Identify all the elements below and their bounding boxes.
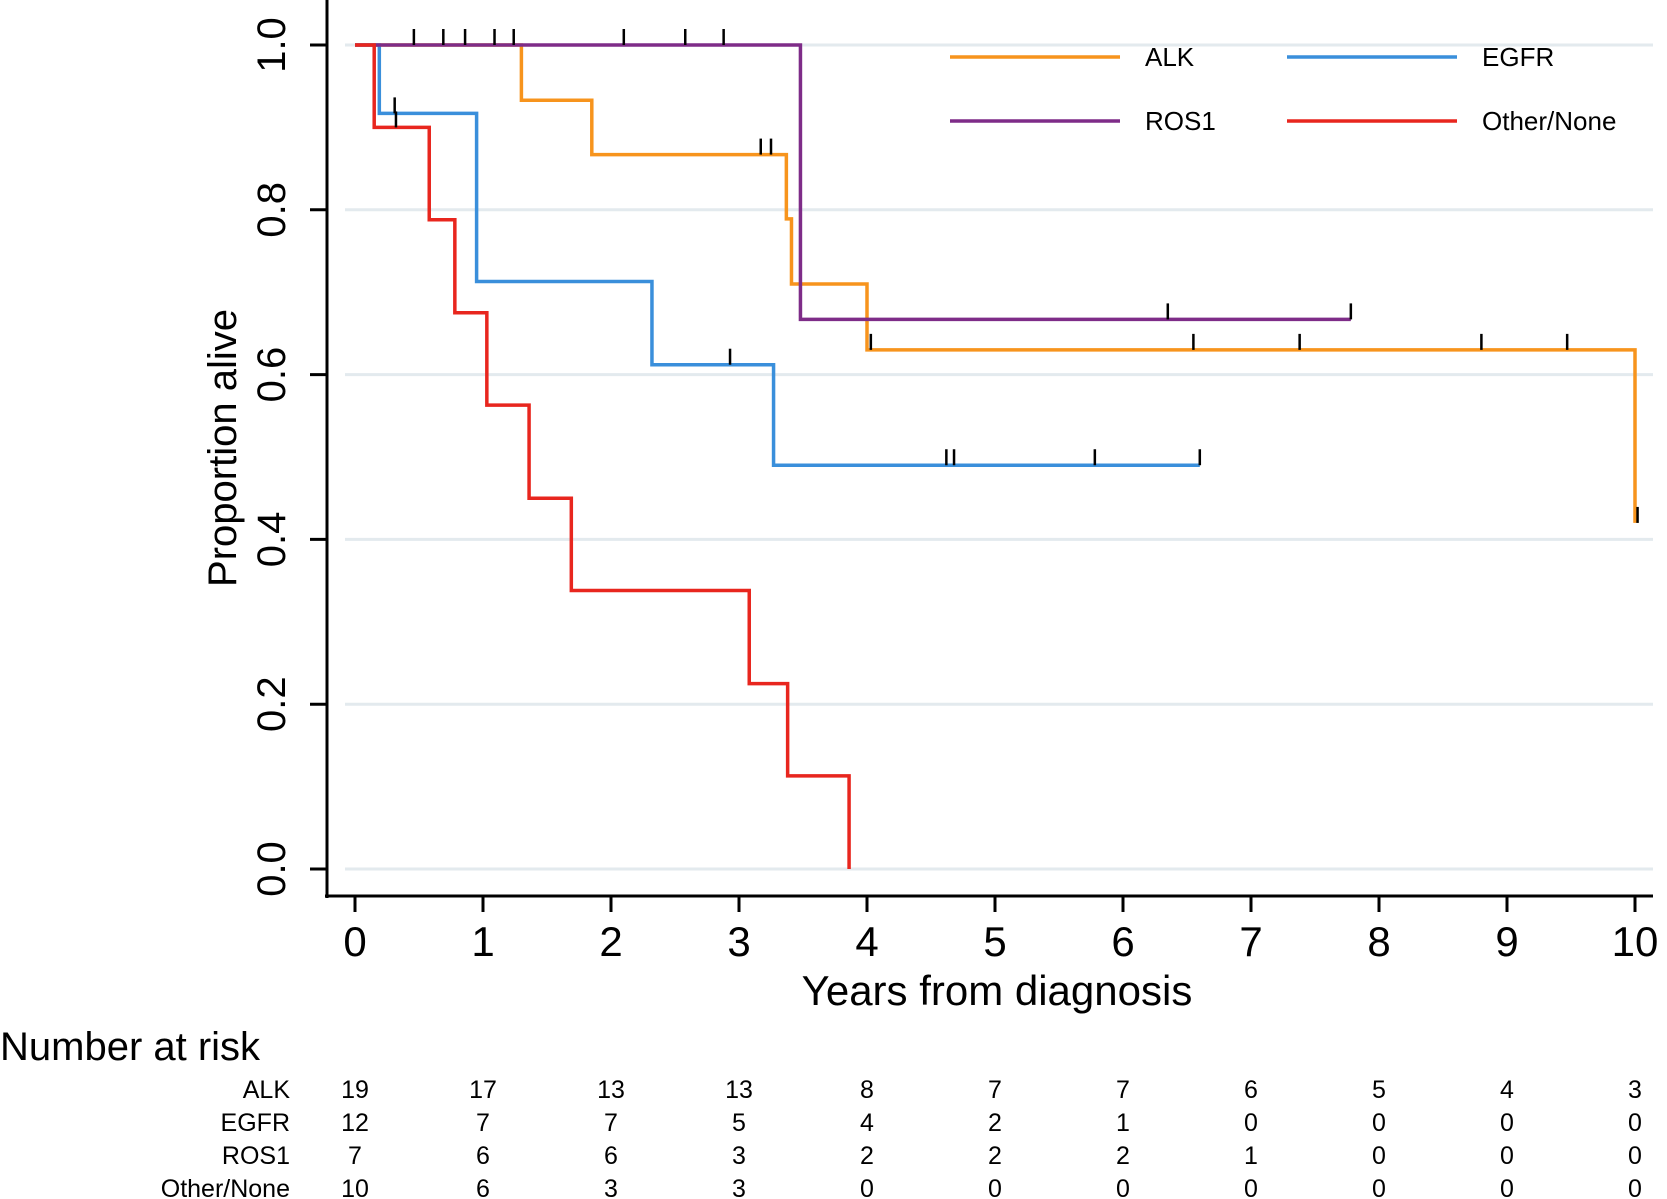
risk-cell: 0	[1500, 1175, 1514, 1199]
x-tick-label: 3	[727, 918, 750, 965]
risk-row-label: ALK	[243, 1076, 291, 1104]
risk-cell: 7	[476, 1109, 490, 1137]
risk-cell: 0	[1372, 1175, 1386, 1199]
x-tick-label: 8	[1367, 918, 1390, 965]
risk-cell: 6	[476, 1175, 490, 1199]
risk-cell: 13	[725, 1076, 753, 1104]
risk-cell: 7	[988, 1076, 1002, 1104]
risk-cell: 2	[988, 1142, 1002, 1170]
censor-marks	[393, 29, 1639, 523]
risk-cell: 6	[604, 1142, 618, 1170]
risk-cell: 7	[604, 1109, 618, 1137]
risk-cell: 0	[1628, 1109, 1642, 1137]
risk-cell: 2	[1116, 1142, 1130, 1170]
risk-cell: 3	[732, 1175, 746, 1199]
legend-label: EGFR	[1482, 42, 1554, 72]
legend-label: ALK	[1145, 42, 1195, 72]
x-tick-label: 9	[1495, 918, 1518, 965]
risk-row-label: EGFR	[221, 1109, 290, 1137]
risk-cell: 3	[1628, 1076, 1642, 1104]
risk-cell: 17	[469, 1076, 497, 1104]
risk-cell: 7	[348, 1142, 362, 1170]
risk-table-title: Number at risk	[0, 1025, 261, 1069]
risk-cell: 0	[1628, 1142, 1642, 1170]
x-tick-label: 7	[1239, 918, 1262, 965]
risk-cell: 0	[1500, 1109, 1514, 1137]
risk-cell: 4	[860, 1109, 874, 1137]
y-tick-label: 1.0	[250, 17, 294, 73]
risk-cell: 2	[988, 1109, 1002, 1137]
risk-cell: 5	[732, 1109, 746, 1137]
risk-cell: 10	[341, 1175, 369, 1199]
risk-cell: 0	[1500, 1142, 1514, 1170]
risk-cell: 0	[1244, 1109, 1258, 1137]
risk-cell: 5	[1372, 1076, 1386, 1104]
risk-cell: 6	[476, 1142, 490, 1170]
y-tick-label: 0.8	[250, 182, 294, 238]
risk-cell: 4	[1500, 1076, 1514, 1104]
curve-egfr	[355, 43, 1200, 467]
y-axis-label: Proportion alive	[201, 309, 245, 587]
risk-row-label: Other/None	[161, 1175, 290, 1199]
x-tick-label: 1	[471, 918, 494, 965]
x-tick-label: 0	[343, 918, 366, 965]
y-tick-label: 0.2	[250, 676, 294, 732]
y-tick-label: 0.6	[250, 347, 294, 403]
y-tick-label: 0.4	[250, 512, 294, 568]
risk-cell: 12	[341, 1109, 369, 1137]
risk-cell: 1	[1116, 1109, 1130, 1137]
risk-cell: 2	[860, 1142, 874, 1170]
x-tick-label: 5	[983, 918, 1006, 965]
axes: 0.0 0.2 0.4 0.6 0.8 1.0 0 1 2 3 4 5 6 7 8 9 10	[250, 0, 1658, 965]
legend-label: ROS1	[1145, 106, 1216, 136]
risk-cell: 0	[860, 1175, 874, 1199]
risk-cell: 0	[1372, 1109, 1386, 1137]
survival-curves	[355, 43, 1637, 869]
risk-cell: 19	[341, 1076, 369, 1104]
y-tick-label: 0.0	[250, 841, 294, 897]
risk-row-label: ROS1	[222, 1142, 290, 1170]
gridlines	[345, 43, 1653, 871]
legend: ALK EGFR ROS1 Other/None	[950, 42, 1616, 136]
x-axis-label: Years from diagnosis	[802, 967, 1193, 1014]
risk-cell: 0	[988, 1175, 1002, 1199]
x-tick-label: 6	[1111, 918, 1134, 965]
legend-label: Other/None	[1482, 106, 1616, 136]
risk-cell: 0	[1372, 1142, 1386, 1170]
risk-cell: 1	[1244, 1142, 1258, 1170]
risk-cell: 8	[860, 1076, 874, 1104]
risk-cell: 0	[1628, 1175, 1642, 1199]
x-tick-label: 10	[1612, 918, 1659, 965]
curve-ros1	[355, 43, 1351, 322]
risk-cell: 0	[1244, 1175, 1258, 1199]
risk-cell: 3	[732, 1142, 746, 1170]
risk-cell: 7	[1116, 1076, 1130, 1104]
risk-cell: 13	[597, 1076, 625, 1104]
curve-alk	[355, 43, 1637, 523]
x-tick-label: 4	[855, 918, 878, 965]
risk-cell: 6	[1244, 1076, 1258, 1104]
curve-other-none	[355, 43, 851, 869]
risk-cell: 3	[604, 1175, 618, 1199]
risk-cell: 0	[1116, 1175, 1130, 1199]
x-tick-label: 2	[599, 918, 622, 965]
